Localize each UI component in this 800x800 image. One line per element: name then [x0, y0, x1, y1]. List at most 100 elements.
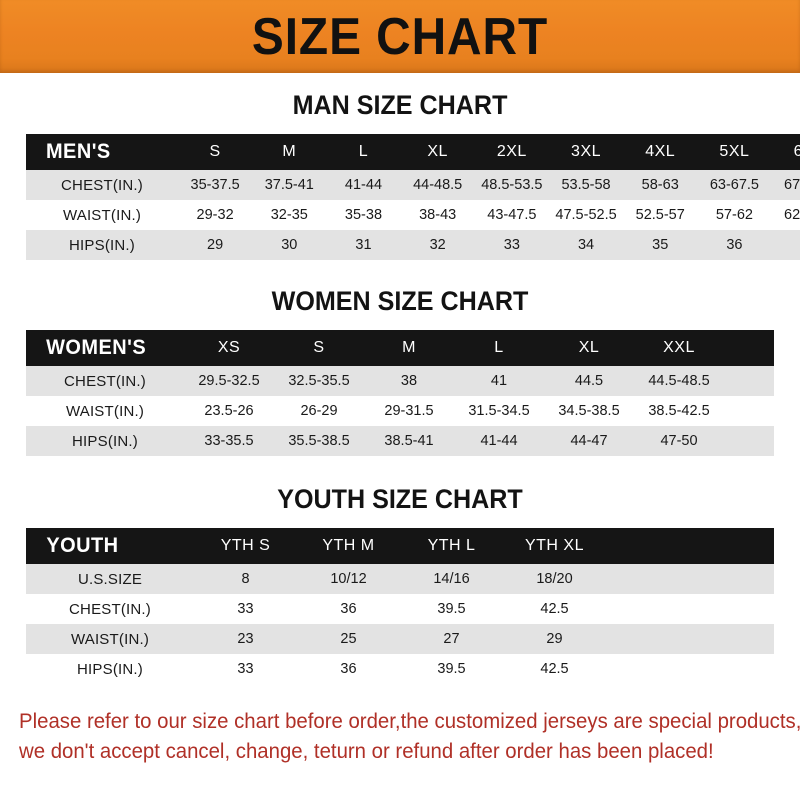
- youth-cell-1-1: 36: [340, 601, 357, 617]
- women-cell-1-0: 23.5-26: [204, 403, 254, 419]
- man-cell-1-6: 52.5-57: [635, 207, 685, 223]
- women-size-col-0: XS: [217, 339, 241, 356]
- youth-row-label-2: WAIST(IN.): [70, 630, 150, 648]
- man-cell-0-6: 58-63: [641, 177, 679, 193]
- page-title: SIZE CHART: [251, 7, 549, 66]
- women-size-col-1: S: [313, 339, 325, 356]
- women-size-table: WOMEN'S XS S M L XL XXL CHEST(IN.) 29.5-…: [26, 330, 774, 456]
- women-cell-0-2: 38: [400, 373, 418, 389]
- youth-cell-2-1: 25: [340, 631, 357, 647]
- women-cell-1-2: 29-31.5: [384, 403, 434, 419]
- man-cell-1-7: 57-62: [715, 207, 753, 223]
- youth-cell-0-2: 14/16: [433, 571, 470, 587]
- women-size-col-3: L: [494, 339, 504, 356]
- youth-cell-1-3: 42.5: [540, 601, 569, 617]
- man-cell-2-3: 32: [429, 237, 446, 253]
- youth-size-col-3: YTH XL: [524, 537, 584, 554]
- table-row: HIPS(IN.) 33-35.5 35.5-38.5 38.5-41 41-4…: [26, 426, 774, 456]
- man-header-label: MEN'S: [45, 140, 111, 163]
- women-table-header-row: WOMEN'S XS S M L XL XXL: [26, 330, 774, 366]
- women-cell-0-4: 44.5: [574, 373, 604, 389]
- man-cell-2-1: 30: [281, 237, 298, 253]
- man-size-col-4: 2XL: [496, 143, 527, 160]
- man-size-col-0: S: [209, 143, 221, 160]
- youth-row-spacer-0: [606, 564, 774, 594]
- youth-row-label-3: HIPS(IN.): [77, 660, 143, 678]
- man-cell-0-8: 67.5-72: [784, 177, 800, 193]
- youth-cell-2-2: 27: [443, 631, 460, 647]
- youth-cell-3-1: 36: [340, 661, 357, 677]
- man-cell-2-0: 29: [207, 237, 224, 253]
- table-row: CHEST(IN.) 29.5-32.5 32.5-35.5 38 41 44.…: [26, 366, 774, 396]
- man-cell-2-2: 31: [355, 237, 372, 253]
- man-row-label-1: WAIST(IN.): [62, 206, 142, 224]
- man-cell-2-8: 37: [772, 230, 800, 260]
- man-cell-0-1: 37.5-41: [264, 177, 314, 193]
- women-size-col-2: M: [402, 339, 416, 356]
- women-cell-1-1: 26-29: [300, 403, 338, 419]
- man-table-header-row: MEN'S S M L XL 2XL 3XL 4XL 5XL 6XL: [26, 134, 800, 170]
- youth-row-spacer-3: [606, 654, 774, 684]
- man-cell-1-4: 43-47.5: [487, 207, 537, 223]
- man-cell-0-5: 53.5-58: [561, 177, 611, 193]
- women-row-label-2: HIPS(IN.): [72, 432, 138, 450]
- youth-size-col-2: YTH L: [427, 537, 476, 554]
- youth-cell-0-1: 10/12: [330, 571, 367, 587]
- man-size-col-8: 6XL: [793, 143, 800, 160]
- women-size-table-wrapper: WOMEN'S XS S M L XL XXL CHEST(IN.) 29.5-…: [26, 330, 774, 456]
- women-cell-2-3: 41-44: [480, 433, 518, 449]
- youth-cell-3-2: 39.5: [437, 661, 466, 677]
- man-size-table: MEN'S S M L XL 2XL 3XL 4XL 5XL 6XL CHEST…: [26, 134, 800, 260]
- man-cell-2-7: 36: [726, 237, 743, 253]
- table-row: HIPS(IN.) 29 30 31 32 33 34 35 36 37: [26, 230, 800, 260]
- man-cell-1-5: 47.5-52.5: [555, 207, 617, 223]
- youth-header-label: YOUTH: [46, 534, 119, 557]
- man-size-col-1: M: [282, 143, 297, 160]
- youth-cell-0-3: 18/20: [536, 571, 573, 587]
- return-policy-line-2: we don't accept cancel, change, teturn o…: [19, 740, 714, 764]
- youth-table-header-row: YOUTH YTH S YTH M YTH L YTH XL: [26, 528, 774, 564]
- man-cell-1-8: 62-66.5: [784, 207, 800, 223]
- man-cell-0-2: 41-44: [344, 177, 383, 193]
- man-cell-0-7: 63-67.5: [709, 177, 759, 193]
- table-row: WAIST(IN.) 23 25 27 29: [26, 624, 774, 654]
- man-cell-0-4: 48.5-53.5: [481, 177, 543, 193]
- women-size-col-5: XXL: [663, 339, 695, 356]
- youth-cell-2-3: 29: [546, 631, 563, 647]
- table-row: CHEST(IN.) 35-37.5 37.5-41 41-44 44-48.5…: [26, 170, 800, 200]
- youth-cell-1-0: 33: [237, 601, 254, 617]
- women-row-spacer-2: [724, 426, 774, 456]
- man-cell-1-3: 38-43: [419, 207, 457, 223]
- women-row-spacer-0: [724, 366, 774, 396]
- women-header-spacer: [724, 330, 774, 366]
- youth-row-label-0: U.S.SIZE: [77, 570, 143, 588]
- women-row-label-1: WAIST(IN.): [65, 402, 145, 420]
- man-size-col-7: 5XL: [719, 143, 750, 160]
- page-banner: SIZE CHART: [0, 0, 800, 73]
- women-section-title: WOMEN SIZE CHART: [271, 286, 529, 316]
- man-cell-0-3: 44-48.5: [413, 177, 463, 193]
- man-cell-2-5: 34: [577, 237, 595, 253]
- man-size-table-wrapper: MEN'S S M L XL 2XL 3XL 4XL 5XL 6XL CHEST…: [26, 134, 800, 260]
- youth-cell-1-2: 39.5: [437, 601, 466, 617]
- women-cell-0-0: 29.5-32.5: [198, 373, 260, 389]
- man-cell-2-4: 33: [503, 237, 520, 253]
- women-cell-2-4: 44-47: [570, 433, 608, 449]
- table-row: CHEST(IN.) 33 36 39.5 42.5: [26, 594, 774, 624]
- women-row-label-0: CHEST(IN.): [64, 372, 146, 390]
- youth-size-col-0: YTH S: [220, 537, 271, 554]
- women-cell-1-5: 38.5-42.5: [648, 403, 710, 419]
- youth-row-spacer-1: [606, 594, 774, 624]
- women-cell-1-3: 31.5-34.5: [468, 403, 530, 419]
- youth-cell-3-0: 33: [237, 661, 254, 677]
- women-cell-2-1: 35.5-38.5: [288, 433, 350, 449]
- women-cell-0-5: 44.5-48.5: [648, 373, 710, 389]
- man-size-col-6: 4XL: [645, 143, 676, 160]
- table-row: WAIST(IN.) 23.5-26 26-29 29-31.5 31.5-34…: [26, 396, 774, 426]
- youth-cell-3-3: 42.5: [540, 661, 569, 677]
- table-row: U.S.SIZE 8 10/12 14/16 18/20: [26, 564, 774, 594]
- table-row: WAIST(IN.) 29-32 32-35 35-38 38-43 43-47…: [26, 200, 800, 230]
- man-cell-1-0: 29-32: [196, 207, 234, 223]
- man-section-title: MAN SIZE CHART: [292, 90, 508, 120]
- women-row-spacer-1: [724, 396, 774, 426]
